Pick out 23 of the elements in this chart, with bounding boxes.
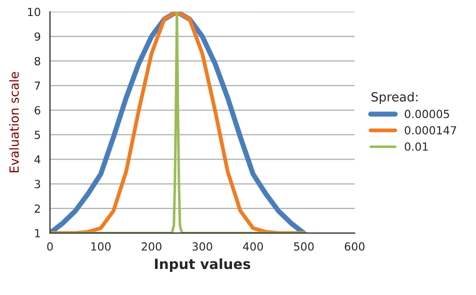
x-tick-label: 0: [47, 242, 53, 251]
legend-label: 0.00005: [404, 110, 450, 118]
y-tick-label: 7: [34, 82, 40, 90]
y-tick-label: 4: [34, 155, 40, 164]
legend-title: Spread:: [372, 92, 418, 104]
x-tick-label: 400: [243, 242, 263, 251]
y-tick-label: 3: [34, 180, 40, 188]
y-axis-title: Evaluation scale: [9, 72, 19, 172]
y-tick-label: 2: [34, 204, 40, 213]
y-tick-label: 10: [28, 8, 40, 16]
y-tick-label: 5: [34, 130, 40, 140]
y-tick-label: 8: [34, 56, 40, 66]
x-axis-title: Input values: [155, 258, 250, 272]
x-tick-label: 500: [294, 242, 314, 251]
y-tick-label: 1: [35, 229, 40, 238]
x-tick-label: 300: [192, 242, 212, 251]
x-tick-label: 200: [142, 242, 162, 251]
y-tick-label: 6: [34, 106, 40, 115]
legend-label: 0.01: [404, 142, 428, 151]
x-tick-label: 100: [91, 242, 111, 251]
y-tick-label: 9: [34, 32, 40, 41]
legend-label: 0.000147: [404, 126, 456, 134]
x-tick-label: 600: [344, 242, 364, 251]
